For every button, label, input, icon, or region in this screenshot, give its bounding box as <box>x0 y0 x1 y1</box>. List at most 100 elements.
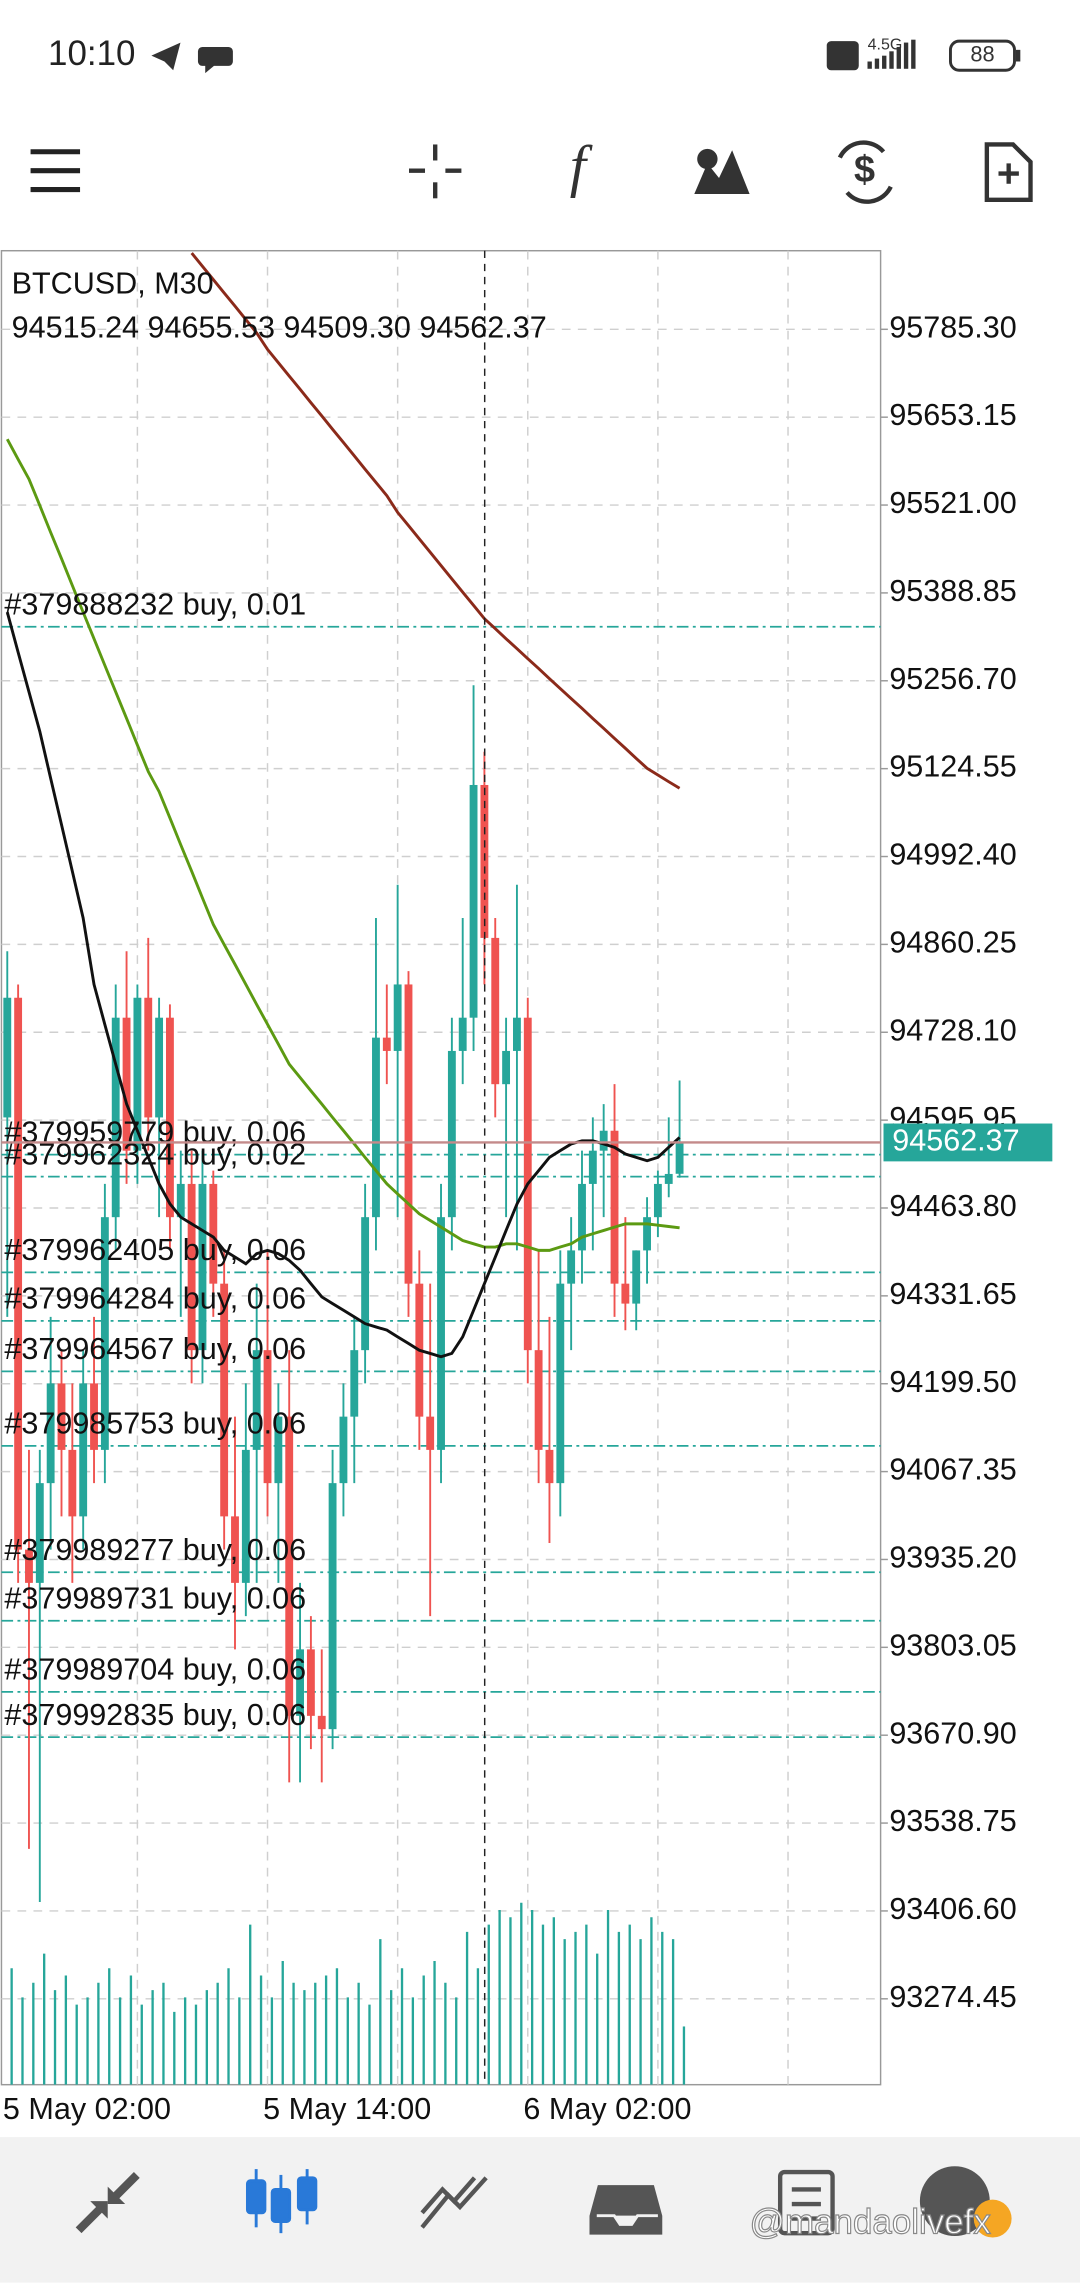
y-tick-label: 93935.20 <box>889 1541 1016 1575</box>
candle-body <box>35 1483 44 1583</box>
candle-body <box>90 1383 98 1450</box>
candle-body <box>122 1017 131 1151</box>
candle-body <box>155 1017 164 1118</box>
candle-body <box>588 1150 597 1184</box>
candle-body <box>176 1183 185 1218</box>
order-label: #379989704 buy, 0.06 <box>4 1653 306 1687</box>
indicators-button[interactable]: f <box>570 133 593 198</box>
candle-body <box>231 1516 239 1583</box>
candle-body <box>100 1217 109 1450</box>
battery-level: 88 <box>970 41 994 66</box>
candle-body <box>285 1416 294 1716</box>
candle-body <box>447 1050 456 1218</box>
crosshair-button[interactable] <box>409 144 462 199</box>
candle-body <box>3 997 12 1118</box>
y-tick-label: 95256.70 <box>889 662 1016 696</box>
candle-body <box>46 1383 55 1484</box>
candle-body <box>567 1250 576 1284</box>
network-type: 4.5G <box>868 37 903 54</box>
candle-body <box>643 1217 651 1251</box>
candle-body <box>556 1283 565 1484</box>
y-tick-label: 93538.75 <box>889 1804 1016 1838</box>
candle-body <box>144 997 153 1118</box>
trade-tab[interactable] <box>420 2176 488 2229</box>
candle-body <box>263 1350 272 1484</box>
current-price-label: 94562.37 <box>892 1124 1019 1158</box>
y-axis: 95785.30 95653.15 95521.00 95388.85 95256.70… <box>880 310 1017 2014</box>
y-tick-label: 95653.15 <box>889 398 1016 432</box>
battery-icon <box>949 39 1016 72</box>
y-tick-label: 94992.40 <box>889 838 1016 872</box>
candle-body <box>111 1017 120 1218</box>
news-tab[interactable] <box>777 2169 835 2236</box>
candle-body <box>252 1350 261 1450</box>
y-tick-label: 94860.25 <box>889 925 1016 959</box>
candle-body <box>534 1350 543 1450</box>
order-label: #379888232 buy, 0.01 <box>4 587 306 621</box>
candle-body <box>621 1283 630 1304</box>
chat-badge <box>973 2199 1012 2238</box>
bottom-nav <box>0 2137 1080 2283</box>
candle-body <box>339 1416 348 1484</box>
candle-body <box>241 1449 250 1583</box>
objects-button[interactable] <box>694 148 750 194</box>
new-order-button[interactable] <box>984 142 1033 202</box>
plot-area <box>1 250 881 2085</box>
x-tick-label: 6 May 02:00 <box>523 2092 691 2126</box>
y-tick-label: 93274.45 <box>889 1980 1016 2014</box>
candle-body <box>437 1217 445 1450</box>
candle-body <box>187 1183 196 1351</box>
x-tick-label: 5 May 02:00 <box>3 2092 171 2126</box>
candle-body <box>68 1449 77 1517</box>
candle-body <box>25 1549 33 1583</box>
candle-body <box>632 1250 641 1304</box>
battery-tip <box>1015 49 1021 62</box>
y-tick-label: 93670.90 <box>889 1716 1016 1750</box>
x-tick-label: 5 May 14:00 <box>263 2092 431 2126</box>
candle-body <box>166 1017 174 1218</box>
order-label: #379964284 buy, 0.06 <box>4 1282 306 1316</box>
candle-body <box>404 984 413 1284</box>
trade-button[interactable]: $ <box>837 140 893 204</box>
candle-body <box>458 1017 467 1051</box>
volte-icon <box>826 41 859 71</box>
candle-body <box>578 1183 586 1251</box>
candle-body <box>675 1142 684 1174</box>
ohlc-values: 94515.24 94655.53 94509.30 94562.37 <box>12 310 547 344</box>
y-tick-label: 93803.05 <box>889 1628 1016 1662</box>
candle-body <box>220 1283 229 1517</box>
y-tick-label: 95124.55 <box>889 750 1016 784</box>
chat-icon <box>197 46 233 74</box>
chart-tab[interactable] <box>245 2169 318 2234</box>
current-price-box <box>883 1123 1053 1162</box>
orders <box>1 625 881 1739</box>
candle-body <box>653 1183 662 1218</box>
candle-body <box>502 1050 511 1085</box>
order-label: #379962405 buy, 0.06 <box>4 1233 306 1267</box>
quotes-tab[interactable] <box>75 2172 140 2234</box>
y-tick-label: 95388.85 <box>889 574 1016 608</box>
candle-body <box>274 1416 283 1484</box>
order-label: #379989731 buy, 0.06 <box>4 1581 306 1615</box>
chat-tab[interactable] <box>919 2166 990 2237</box>
moving-average <box>190 252 681 790</box>
candle-body <box>545 1449 554 1484</box>
status-time: 10:10 <box>48 34 135 73</box>
svg-text:$: $ <box>854 149 875 191</box>
moving-average <box>5 611 681 1359</box>
signal-icon <box>867 39 916 69</box>
candle-body <box>382 1037 391 1051</box>
candle-body <box>664 1173 673 1184</box>
y-tick-label: 95521.00 <box>889 486 1016 520</box>
candle-body <box>79 1383 88 1517</box>
menu-button[interactable] <box>30 149 81 193</box>
y-tick-label: 94728.10 <box>889 1013 1016 1047</box>
candle-body <box>426 1416 435 1450</box>
order-label: #379959779 buy, 0.06 <box>4 1115 306 1149</box>
candle-body <box>209 1183 218 1284</box>
candle-body <box>133 997 142 1151</box>
watermark: @mandaolivefx <box>750 2203 992 2242</box>
history-tab[interactable] <box>586 2182 666 2238</box>
